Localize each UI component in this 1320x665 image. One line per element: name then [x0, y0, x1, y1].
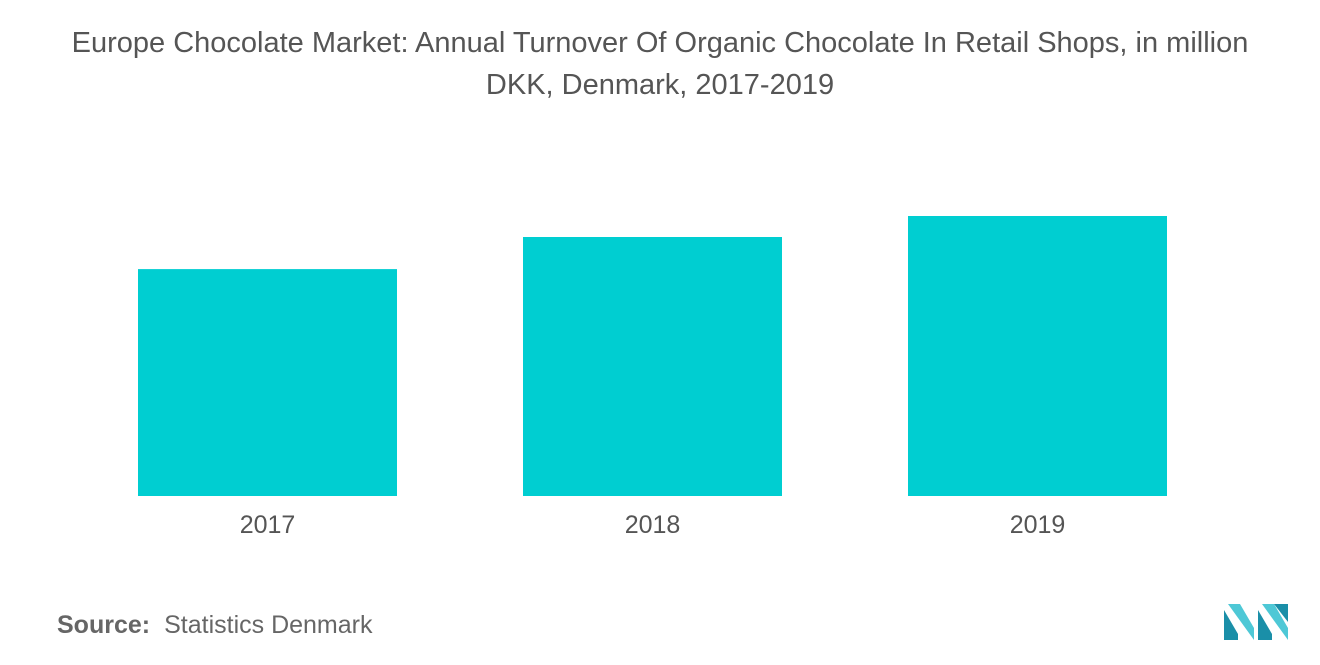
chart-title: Europe Chocolate Market: Annual Turnover… — [0, 22, 1320, 106]
chart-title-line-1: Europe Chocolate Market: Annual Turnover… — [71, 27, 1249, 59]
bar-2018 — [523, 237, 782, 496]
x-tick-label-2017: 2017 — [240, 511, 296, 539]
x-tick-label-2019: 2019 — [1010, 511, 1066, 539]
source-value: Statistics Denmark — [164, 611, 373, 639]
chart-title-line-2: DKK, Denmark, 2017-2019 — [485, 69, 835, 101]
bar-2017 — [138, 269, 397, 496]
bar-group — [138, 216, 1167, 496]
x-tick-label-2018: 2018 — [625, 511, 681, 539]
bar-2019 — [908, 216, 1167, 496]
source-label: Source: — [57, 611, 151, 639]
source-note: Source: Statistics Denmark — [57, 611, 372, 640]
x-axis-labels: 2017 2018 2019 — [240, 511, 1066, 539]
bar-chart: 2017 2018 2019 — [138, 216, 1167, 539]
mordor-intelligence-logo-icon — [1224, 604, 1288, 640]
